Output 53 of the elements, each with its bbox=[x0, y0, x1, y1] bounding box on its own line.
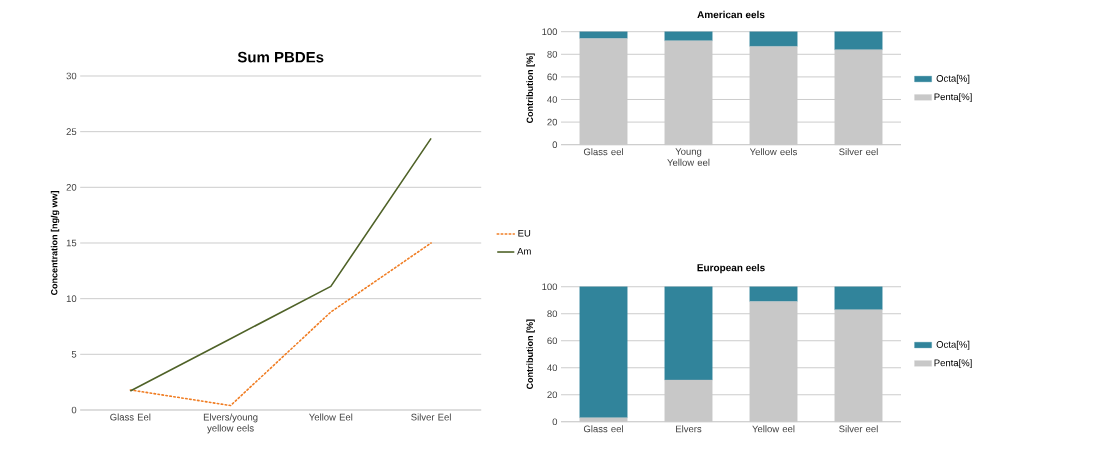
bar bbox=[579, 286, 628, 418]
x-tick-label: Elvers/young yellow eels bbox=[203, 413, 258, 434]
bar bbox=[664, 31, 713, 41]
x-tick-label: Young Yellow eel bbox=[667, 148, 710, 166]
y-tick-label: 20 bbox=[547, 118, 558, 126]
x-tick-label: Silver Eel bbox=[411, 413, 451, 421]
x-tick-label: Elvers bbox=[676, 425, 702, 433]
y-tick-label: 25 bbox=[66, 128, 77, 136]
y-axis-title: Concentration [ng/g ww] bbox=[50, 191, 60, 296]
x-tick-label: Yellow eels bbox=[749, 148, 797, 156]
x-tick-label: Glass eel bbox=[583, 425, 623, 433]
x-tick-label: Silver eel bbox=[839, 425, 878, 433]
y-tick-label: 20 bbox=[66, 183, 77, 191]
y-tick-label: 0 bbox=[552, 141, 558, 149]
bar bbox=[834, 31, 883, 50]
bar bbox=[749, 31, 798, 47]
y-tick-label: 100 bbox=[542, 28, 558, 36]
x-tick-label: Yellow Eel bbox=[309, 413, 353, 421]
bar bbox=[579, 31, 628, 39]
legend-label: Octa[%] bbox=[936, 340, 970, 350]
legend-label: Penta[%] bbox=[934, 359, 972, 369]
chart-title: European eels bbox=[697, 263, 765, 274]
y-tick-label: 30 bbox=[66, 72, 77, 80]
legend-label: Am bbox=[517, 247, 531, 255]
line-series bbox=[129, 242, 432, 407]
y-tick-label: 60 bbox=[547, 337, 558, 345]
y-tick-label: 0 bbox=[552, 418, 558, 426]
legend-label: EU bbox=[518, 229, 531, 237]
y-tick-label: 15 bbox=[66, 239, 77, 247]
x-tick-label: Glass Eel bbox=[110, 413, 151, 421]
chart-title: Sum PBDEs bbox=[237, 51, 324, 63]
y-tick-label: 20 bbox=[547, 391, 558, 399]
bar bbox=[749, 286, 798, 302]
bar bbox=[834, 286, 883, 310]
y-tick-label: 80 bbox=[547, 310, 558, 318]
bar bbox=[664, 286, 713, 381]
y-tick-label: 40 bbox=[547, 364, 558, 372]
legend-label: Octa[%] bbox=[936, 74, 970, 84]
x-tick-label: Glass eel bbox=[583, 148, 623, 156]
y-tick-label: 5 bbox=[71, 351, 77, 358]
y-axis-title: Contribution [%] bbox=[526, 319, 535, 390]
legend-label: Penta[%] bbox=[934, 93, 972, 103]
y-tick-label: 0 bbox=[71, 406, 77, 414]
y-tick-label: 80 bbox=[547, 50, 558, 58]
y-tick-label: 40 bbox=[547, 96, 558, 103]
line-series bbox=[129, 137, 432, 392]
x-tick-label: Yellow eel bbox=[752, 425, 795, 433]
chart-title: American eels bbox=[697, 10, 765, 19]
y-axis-title: Contribution [%] bbox=[526, 53, 535, 124]
y-tick-label: 60 bbox=[547, 73, 558, 81]
y-tick-label: 10 bbox=[66, 295, 77, 303]
y-tick-label: 100 bbox=[542, 283, 558, 291]
x-tick-label: Silver eel bbox=[839, 148, 878, 156]
